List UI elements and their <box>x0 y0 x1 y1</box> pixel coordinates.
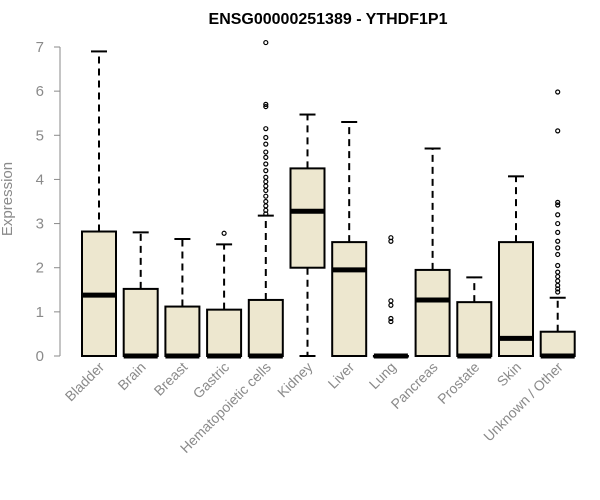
box <box>414 268 451 357</box>
box <box>247 298 284 357</box>
outlier-point <box>263 183 269 189</box>
outlier-point <box>555 273 561 280</box>
box-group <box>206 230 243 359</box>
box <box>331 241 368 358</box>
outlier-point <box>388 318 394 325</box>
outlier-point <box>263 161 269 167</box>
y-tick-label: 6 <box>36 83 44 100</box>
outlier-point <box>555 278 561 284</box>
outlier-point <box>388 298 394 304</box>
y-axis-label: Expression <box>0 162 16 236</box>
box-group <box>372 235 409 359</box>
y-axis: 0 1 2 3 4 5 6 7 <box>36 39 61 365</box>
outlier-point <box>555 89 561 95</box>
outlier-point <box>263 134 269 141</box>
outlier-point <box>555 269 561 275</box>
outlier-point <box>263 101 269 107</box>
box-group <box>164 238 201 359</box>
y-tick-label: 1 <box>36 304 44 321</box>
box <box>122 287 159 358</box>
outlier-point <box>388 235 394 241</box>
outlier-point <box>555 212 561 218</box>
outlier-point <box>263 141 269 147</box>
x-tick-label: Kidney <box>274 359 316 401</box>
box-group <box>331 121 368 358</box>
outlier-point <box>263 203 269 209</box>
x-tick-label: Skin <box>494 359 525 390</box>
outlier-point <box>555 238 561 244</box>
box-group <box>498 175 534 358</box>
boxes <box>81 39 576 359</box>
outlier-point <box>555 202 561 208</box>
outlier-point <box>263 179 269 185</box>
box <box>289 167 326 269</box>
outlier-point <box>263 39 269 46</box>
x-tick-label: Prostate <box>434 359 482 407</box>
y-tick-label: 0 <box>36 348 44 365</box>
outlier-point <box>221 230 227 236</box>
y-tick-label: 5 <box>36 127 44 144</box>
outlier-point <box>263 187 269 194</box>
outlier-point <box>555 251 561 258</box>
outlier-point <box>388 302 394 308</box>
outlier-point <box>555 289 561 295</box>
outlier-point <box>263 154 269 160</box>
outlier-point <box>555 262 561 269</box>
chart-title: ENSG00000251389 - YTHDF1P1 <box>209 11 448 28</box>
box-group <box>539 89 576 359</box>
box <box>206 308 243 357</box>
box-group <box>456 276 493 359</box>
outlier-point <box>263 174 269 180</box>
y-tick-label: 4 <box>36 171 44 188</box>
outlier-point <box>555 128 561 134</box>
box-group <box>289 113 326 357</box>
outlier-point <box>263 126 269 132</box>
y-tick-label: 7 <box>36 39 44 56</box>
box <box>164 305 201 357</box>
outlier-point <box>555 245 561 251</box>
y-tick-label: 3 <box>36 216 44 233</box>
outlier-point <box>555 199 561 205</box>
outlier-point <box>263 103 269 110</box>
outlier-point <box>263 193 269 199</box>
y-tick-label: 2 <box>36 260 44 277</box>
box-group <box>81 50 117 357</box>
x-tick-label: Bladder <box>62 359 108 405</box>
outlier-point <box>263 198 269 205</box>
x-tick-label: Breast <box>151 359 191 399</box>
box-group <box>247 39 284 359</box>
x-tick-label: Unknown / Other <box>480 359 566 445</box>
box-group <box>122 231 159 359</box>
outlier-point <box>388 315 394 322</box>
outlier-point <box>263 168 269 174</box>
outlier-point <box>263 149 269 155</box>
box-group <box>414 147 451 357</box>
outlier-point <box>555 229 561 235</box>
box <box>456 301 493 358</box>
x-tick-label: Liver <box>325 359 358 392</box>
outlier-point <box>555 220 561 227</box>
box <box>539 330 576 358</box>
x-tick-label: Brain <box>114 359 148 393</box>
x-tick-label: Lung <box>366 359 399 392</box>
